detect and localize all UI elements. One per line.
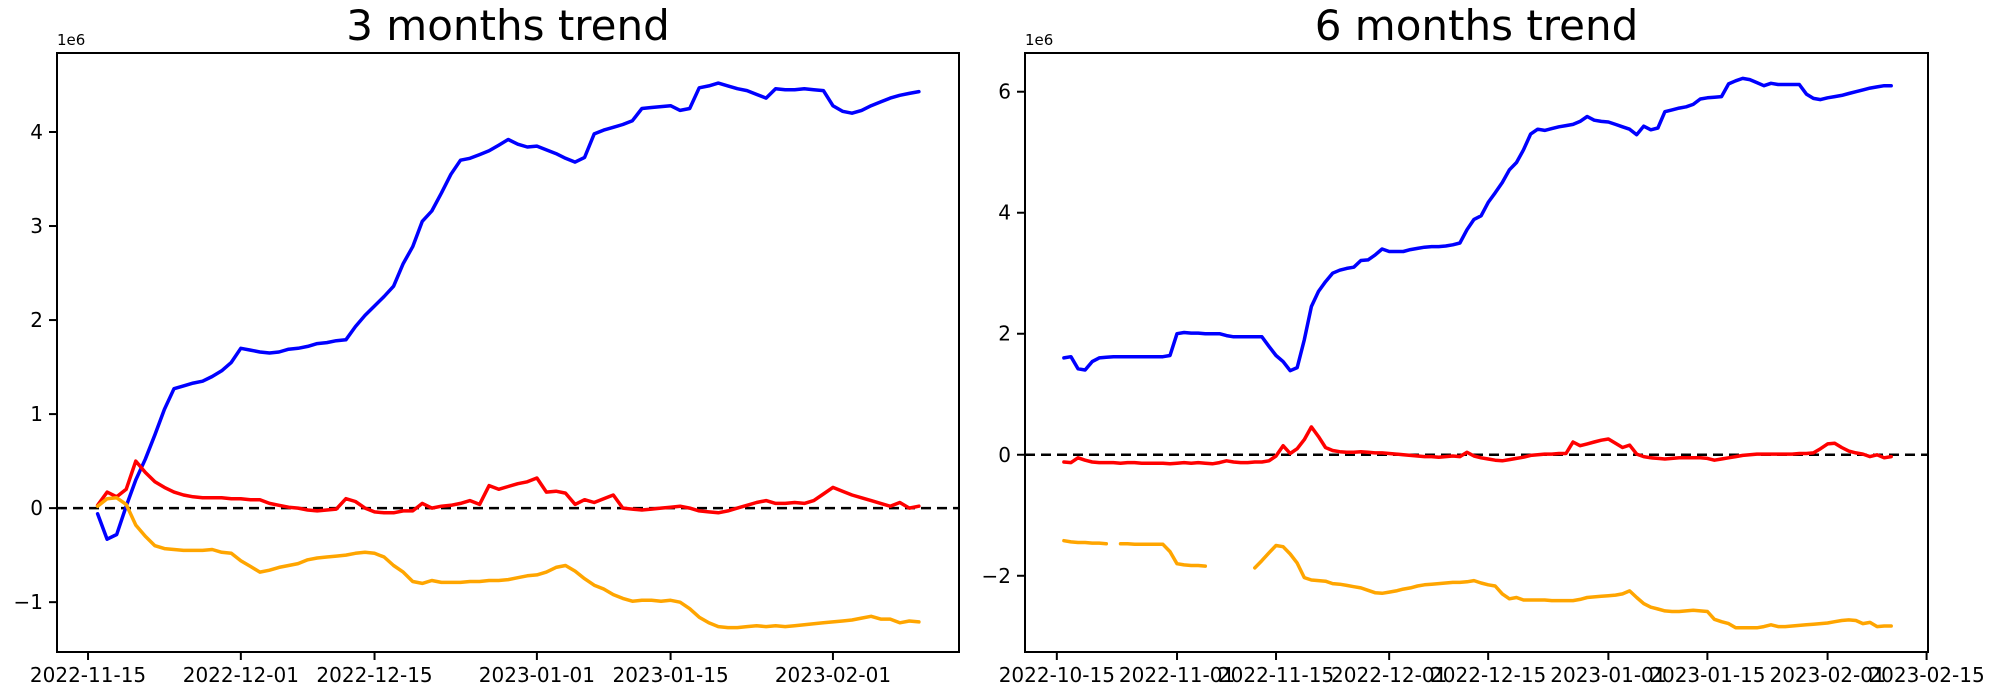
x-tick-label: 2023-02-01 — [775, 663, 891, 687]
y-tick-label: 4 — [30, 120, 43, 144]
orange-series-line — [95, 496, 921, 630]
x-tick-label: 2022-11-01 — [1119, 663, 1235, 687]
x-tick-label: 2023-01-01 — [479, 663, 595, 687]
y-axis-offset-label-left: 1e6 — [57, 31, 86, 49]
y-tick-label: 4 — [998, 201, 1011, 225]
x-tick-label: 2022-10-15 — [999, 663, 1115, 687]
x-tick-label: 2023-01-15 — [1649, 663, 1765, 687]
blue-series-line — [1062, 76, 1893, 373]
red-series-line — [1062, 425, 1893, 466]
x-tick-label: 2022-12-01 — [1331, 663, 1447, 687]
y-tick-label: 2 — [30, 308, 43, 332]
y-tick-label: 6 — [998, 80, 1011, 104]
x-tick-label: 2022-11-15 — [1218, 663, 1334, 687]
x-tick-label: 2022-11-15 — [30, 663, 146, 687]
y-tick-label: −2 — [982, 564, 1011, 588]
y-axis-offset-label-right: 1e6 — [1025, 31, 1054, 49]
blue-series-line — [95, 81, 921, 541]
orange-series-line — [1118, 541, 1208, 568]
x-tick-label: 2022-12-01 — [183, 663, 299, 687]
x-tick-label: 2022-12-15 — [1430, 663, 1546, 687]
x-tick-label: 2023-01-01 — [1550, 663, 1666, 687]
orange-series-line — [1062, 538, 1109, 546]
chart-title-6-months: 6 months trend — [1314, 1, 1639, 50]
x-tick-label: 2022-12-15 — [316, 663, 432, 687]
x-tick-label: 2023-02-15 — [1868, 663, 1984, 687]
y-tick-label: 2 — [998, 322, 1011, 346]
y-tick-label: −1 — [14, 590, 43, 614]
axes-spines — [1024, 52, 1929, 653]
y-tick-label: 1 — [30, 402, 43, 426]
orange-series-line — [1253, 543, 1893, 630]
axes-spines — [56, 52, 960, 653]
y-tick-label: 0 — [998, 443, 1011, 467]
x-tick-label: 2023-02-01 — [1769, 663, 1885, 687]
y-tick-label: 0 — [30, 496, 43, 520]
red-series-line — [95, 459, 921, 515]
x-tick-label: 2023-01-15 — [612, 663, 728, 687]
y-tick-label: 3 — [30, 214, 43, 238]
chart-title-3-months: 3 months trend — [346, 1, 670, 50]
